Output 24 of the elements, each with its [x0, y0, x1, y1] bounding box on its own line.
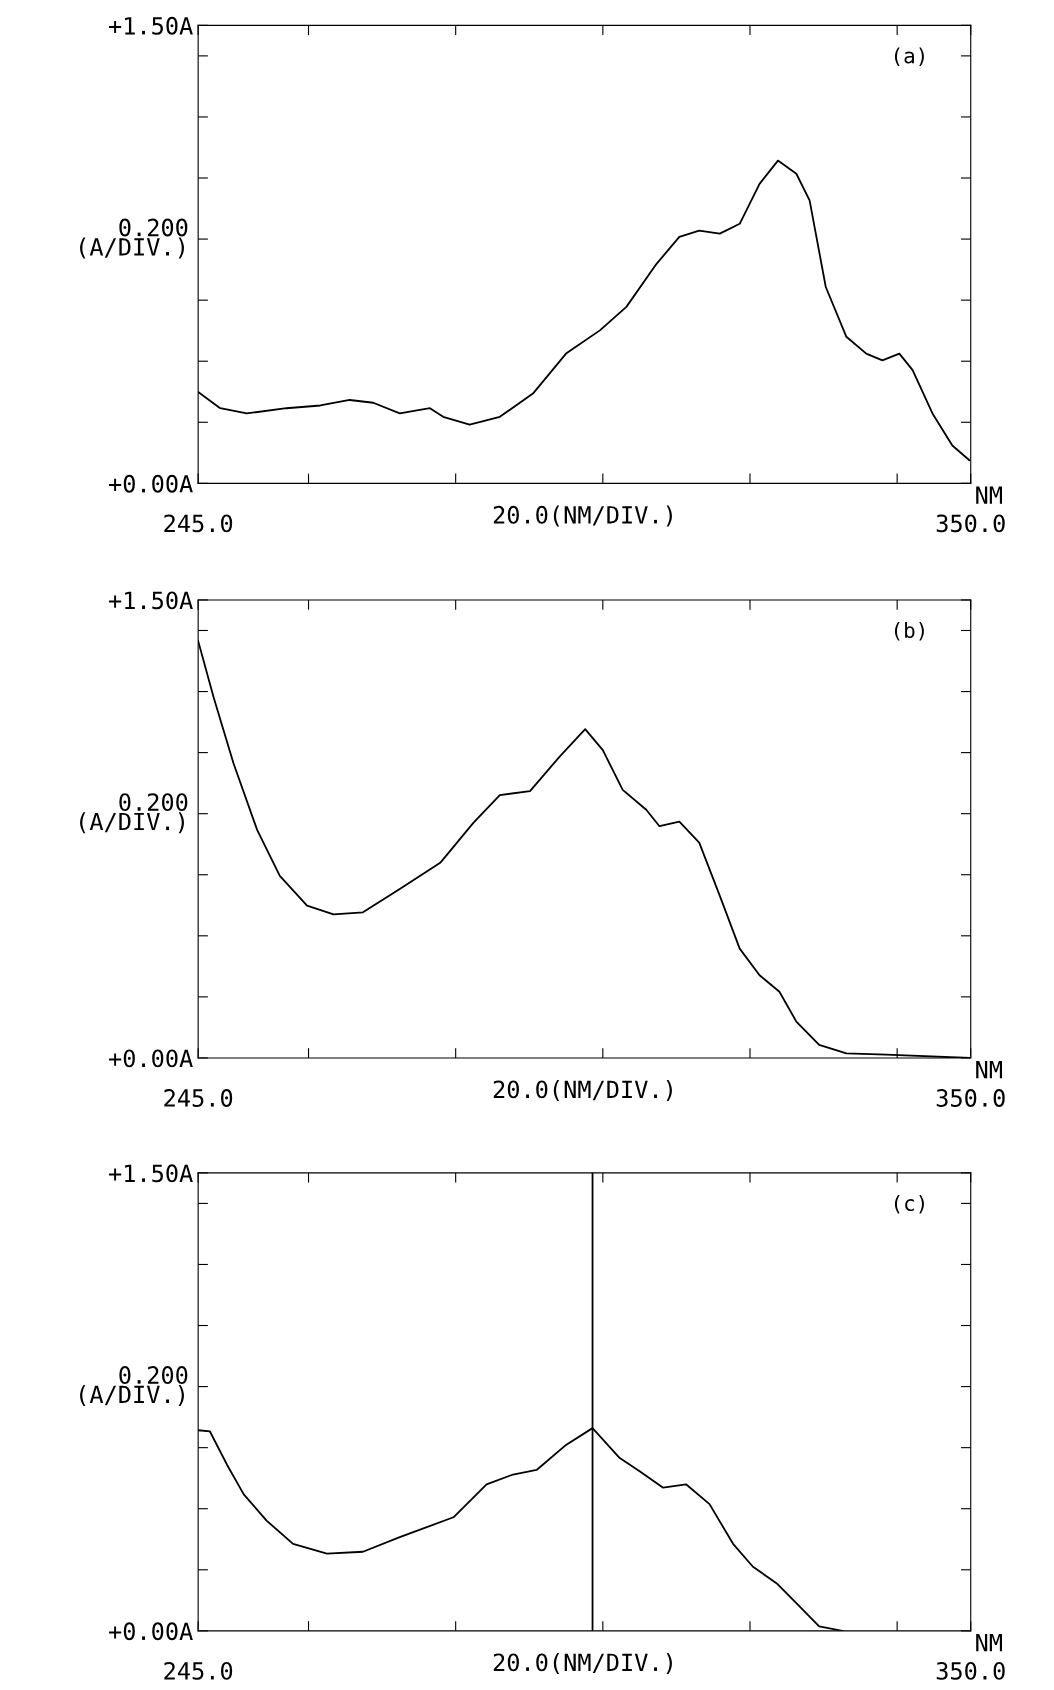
y-axis-title: 0.200 (A/DIV.)	[80, 793, 188, 834]
text: NM	[976, 1061, 1003, 1079]
x-tick-label: 350.0	[936, 1661, 1005, 1680]
x-axis-title: 20.0(NM/DIV.)	[493, 1652, 672, 1675]
y-tick-label: +1.50A	[109, 591, 193, 610]
y-tick-label: +1.50A	[109, 1164, 193, 1183]
y-axis-title: 0.200 (A/DIV.)	[80, 218, 188, 259]
x-axis-title: 20.0(NM/DIV.)	[493, 505, 672, 527]
annotation: (c)	[894, 1194, 924, 1214]
y-tick-label: +0.00A	[109, 1622, 193, 1641]
annotation: (a)	[894, 47, 924, 66]
x-tick-label: 350.0	[936, 1089, 1005, 1107]
text: NM	[976, 1633, 1003, 1652]
x-tick-label: 245.0	[164, 514, 233, 533]
x-tick-label: 350.0	[936, 514, 1005, 533]
y-axis-title: 0.200 (A/DIV.)	[80, 1366, 188, 1407]
x-tick-label: 245.0	[164, 1089, 233, 1107]
annotation: (b)	[894, 621, 924, 641]
y-tick-label: +0.00A	[109, 474, 193, 493]
y-tick-label: +0.00A	[109, 1049, 193, 1068]
y-tick-label: +1.50A	[109, 16, 193, 35]
x-axis-title: 20.0(NM/DIV.)	[493, 1080, 672, 1102]
text: NM	[976, 486, 1003, 504]
x-tick-label: 245.0	[164, 1661, 233, 1680]
